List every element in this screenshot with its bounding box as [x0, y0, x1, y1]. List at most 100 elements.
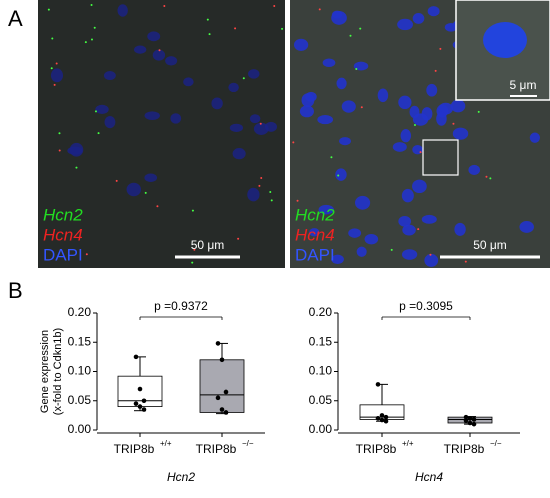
nucleus — [264, 121, 277, 132]
signal-dot — [50, 67, 53, 70]
nucleus — [309, 228, 320, 237]
signal-dot — [93, 26, 96, 29]
panel-label: A — [8, 6, 23, 31]
signal-dot — [156, 205, 159, 208]
nucleus — [211, 97, 223, 110]
signal-dot — [259, 122, 262, 125]
y-tick-label: 0.05 — [309, 393, 333, 407]
nucleus — [398, 215, 412, 227]
signal-dot — [237, 237, 240, 240]
signal-dot — [477, 110, 480, 113]
signal-dot — [158, 49, 161, 52]
nucleus — [322, 58, 336, 68]
signal-dot — [193, 248, 196, 251]
nucleus — [427, 6, 440, 17]
data-point — [223, 410, 229, 415]
nucleus — [412, 144, 423, 155]
channel-label: DAPI — [295, 245, 335, 264]
y-axis-label: Gene expression — [39, 330, 51, 413]
nucleus — [364, 233, 379, 245]
nucleus — [293, 38, 309, 51]
signal-dot — [163, 4, 166, 7]
x-axis-label: Hcn2 — [167, 470, 195, 484]
nucleus — [483, 22, 527, 58]
signal-dot — [413, 123, 416, 126]
nucleus — [126, 182, 142, 197]
signal-dot — [208, 33, 211, 36]
data-point — [223, 389, 229, 395]
inset-box — [422, 139, 459, 176]
signal-dot — [234, 27, 237, 30]
channel-label: Hcn4 — [295, 225, 335, 244]
signal-dot — [359, 27, 362, 30]
data-point — [137, 386, 143, 392]
channel-label: Hcn4 — [43, 225, 83, 244]
x-tick-label: TRIP8b — [196, 442, 237, 456]
signal-dot — [47, 8, 50, 11]
nucleus — [401, 249, 418, 260]
nucleus — [397, 18, 413, 31]
signal-dot — [429, 253, 432, 256]
nucleus — [412, 113, 429, 126]
nucleus — [412, 12, 425, 24]
y-tick-label: 0.10 — [68, 364, 92, 378]
nucleus — [117, 4, 128, 17]
signal-dot — [296, 199, 299, 202]
y-tick-label: 0.15 — [309, 334, 333, 348]
y-tick-label: 0.20 — [309, 305, 333, 319]
signal-dot — [53, 83, 56, 86]
signal-dot — [260, 177, 263, 180]
nucleus — [348, 228, 362, 238]
data-point — [471, 421, 477, 427]
nucleus — [450, 99, 466, 113]
nucleus — [529, 132, 540, 143]
nucleus — [444, 22, 458, 32]
signal-dot — [281, 27, 284, 30]
data-point — [141, 398, 147, 404]
nucleus — [341, 100, 356, 113]
nucleus — [339, 137, 351, 146]
data-point — [375, 416, 381, 421]
signal-dot — [270, 199, 273, 202]
nucleus — [144, 111, 160, 120]
nucleus — [438, 102, 454, 115]
nucleus — [421, 214, 437, 224]
nucleus — [103, 71, 116, 81]
nucleus — [152, 49, 166, 61]
nucleus — [248, 69, 260, 79]
x-tick-label: TRIP8b — [114, 442, 155, 456]
nucleus — [318, 204, 334, 215]
data-point — [375, 382, 381, 387]
signal-dot — [58, 132, 61, 135]
nucleus — [353, 61, 369, 71]
signal-dot — [417, 228, 420, 231]
nucleus — [331, 10, 343, 19]
nucleus — [228, 82, 239, 93]
signal-dot — [58, 149, 61, 152]
nucleus — [336, 77, 347, 90]
nucleus — [392, 142, 407, 152]
nucleus — [398, 95, 412, 110]
signal-dot — [349, 34, 352, 37]
signal-dot — [464, 260, 467, 263]
nucleus — [50, 68, 64, 83]
y-tick-label: 0.10 — [309, 364, 333, 378]
x-tick-superscript: −/− — [242, 439, 254, 448]
x-axis-label: Hcn4 — [415, 470, 443, 484]
signal-dot — [318, 8, 321, 11]
micrograph-left — [38, 0, 285, 268]
signal-dot — [97, 132, 100, 135]
nucleus — [147, 31, 161, 42]
nucleus — [133, 45, 147, 54]
nucleus — [436, 111, 447, 126]
nucleus — [253, 122, 269, 135]
signal-dot — [51, 37, 54, 40]
nucleus — [454, 222, 466, 236]
scale-bar-label: 50 μm — [191, 238, 225, 252]
data-point — [463, 414, 469, 420]
channel-label: Hcn2 — [295, 205, 335, 224]
signal-dot — [191, 209, 194, 212]
data-point — [467, 416, 473, 421]
x-tick-label: TRIP8b — [444, 442, 485, 456]
data-point — [133, 354, 139, 360]
